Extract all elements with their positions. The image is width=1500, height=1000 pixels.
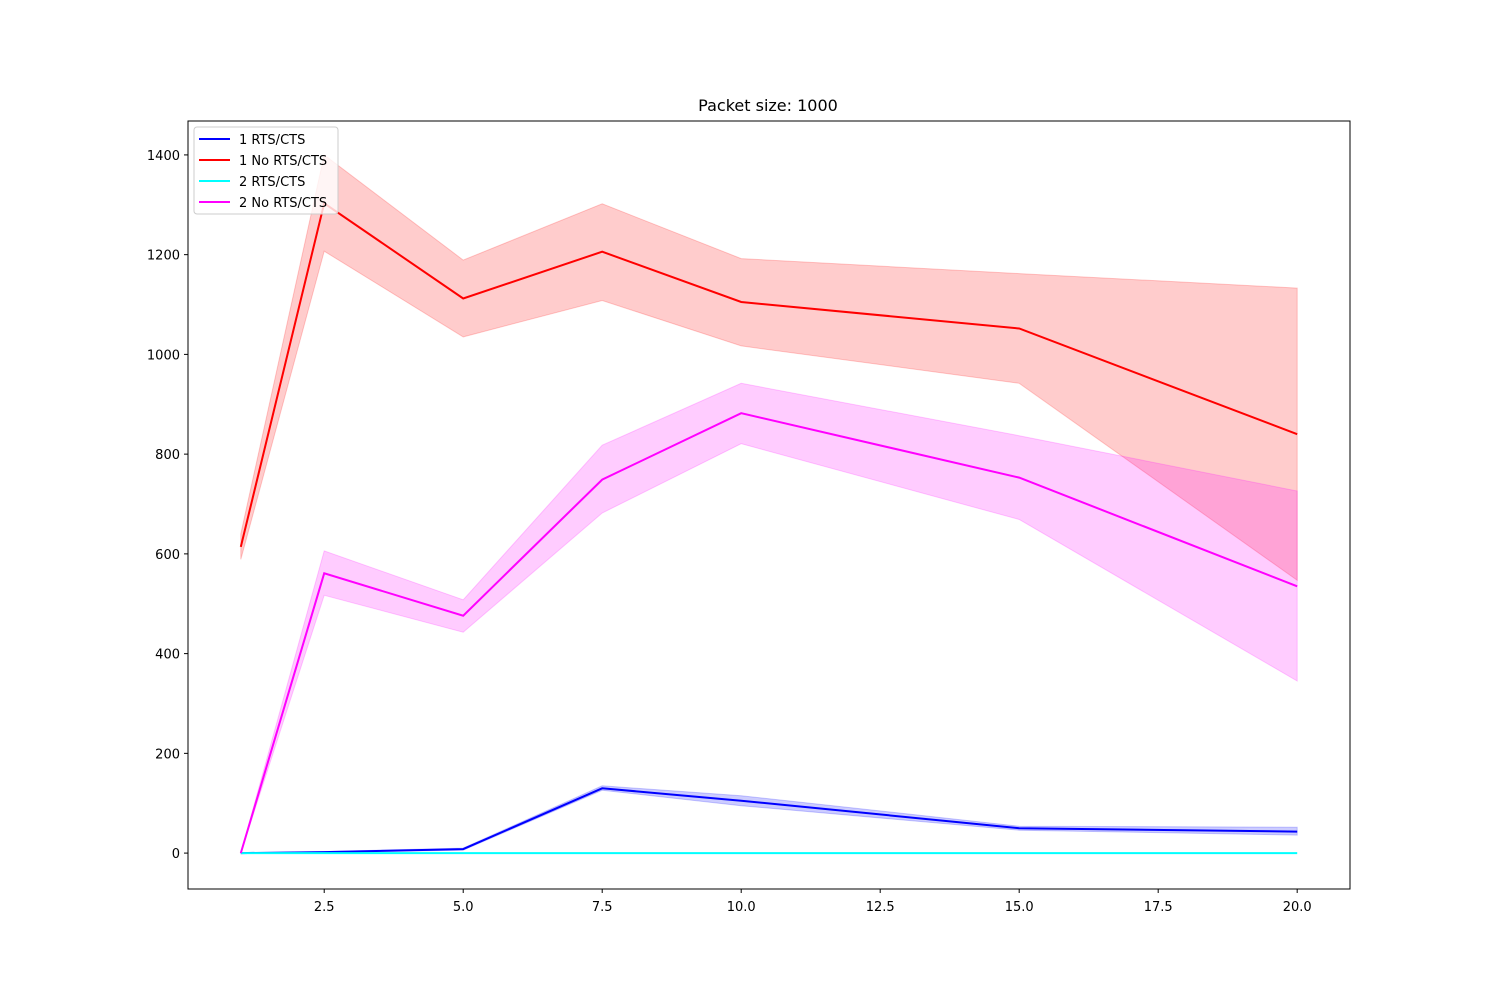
legend: 1 RTS/CTS 1 No RTS/CTS 2 RTS/CTS 2 No RTS/C… <box>193 126 339 215</box>
x-tick-label: 7.5 <box>592 900 613 915</box>
chart-title: Packet size: 1000 <box>698 96 838 115</box>
plot-frame <box>187 120 1351 890</box>
y-tick-label: 400 <box>155 648 180 663</box>
y-tick-label: 600 <box>155 548 180 563</box>
y-tick-label: 0 <box>172 847 180 862</box>
legend-label: 1 No RTS/CTS <box>239 154 327 169</box>
x-tick-label: 10.0 <box>727 900 756 915</box>
x-tick-label: 12.5 <box>866 900 895 915</box>
legend-label: 2 No RTS/CTS <box>239 196 327 211</box>
legend-label: 2 RTS/CTS <box>239 175 305 190</box>
x-tick-label: 15.0 <box>1005 900 1034 915</box>
x-tick-label: 5.0 <box>453 900 474 915</box>
y-tick-label: 800 <box>155 448 180 463</box>
y-tick-label: 1000 <box>147 348 180 363</box>
x-axis: 2.5 5.0 7.5 10.0 12.5 15.0 17.5 20.0 <box>314 889 1312 915</box>
band-1 <box>240 154 1298 582</box>
legend-box <box>193 126 339 215</box>
legend-label: 1 RTS/CTS <box>239 133 305 148</box>
x-tick-label: 2.5 <box>314 900 335 915</box>
x-tick-label: 20.0 <box>1283 900 1312 915</box>
y-tick-label: 1400 <box>147 149 180 164</box>
y-tick-label: 1200 <box>147 249 180 264</box>
x-tick-label: 17.5 <box>1144 900 1173 915</box>
y-axis: 0 200 400 600 800 1000 1200 1400 <box>147 149 188 862</box>
y-tick-label: 200 <box>155 747 180 762</box>
